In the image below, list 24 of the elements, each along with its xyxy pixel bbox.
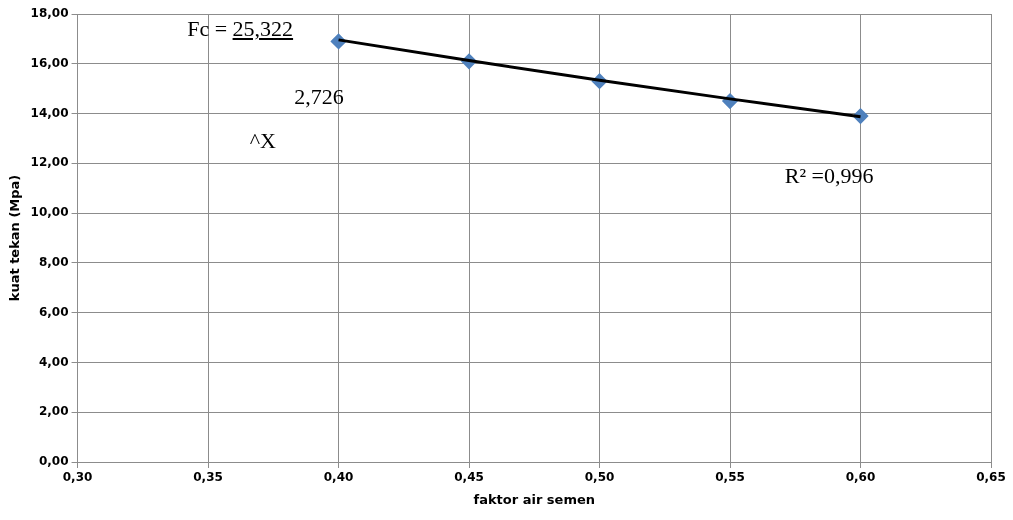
y-tick-label: 0,00 bbox=[38, 454, 69, 469]
annotation: R² =0,996 bbox=[784, 163, 874, 189]
y-tick-label: 10,00 bbox=[30, 205, 69, 220]
x-axis-title: faktor air semen bbox=[473, 491, 596, 507]
x-tick-label: 0,65 bbox=[976, 470, 1006, 485]
y-tick-label: 8,00 bbox=[38, 255, 69, 270]
annotation: ^X bbox=[249, 128, 277, 154]
y-tick-label: 4,00 bbox=[38, 354, 69, 369]
y-axis-title: kuat tekan (Mpa) bbox=[7, 174, 23, 302]
annotation: Fc = 25,322 bbox=[187, 16, 294, 42]
x-tick-label: 0,30 bbox=[62, 470, 93, 485]
y-tick-label: 16,00 bbox=[30, 55, 69, 70]
y-tick-label: 6,00 bbox=[38, 304, 69, 319]
y-tick-label: 18,00 bbox=[30, 6, 69, 21]
x-tick-label: 0,45 bbox=[454, 470, 484, 485]
x-tick-label: 0,50 bbox=[584, 470, 615, 485]
y-tick-label: 14,00 bbox=[30, 105, 69, 120]
x-tick-label: 0,35 bbox=[193, 470, 223, 485]
x-tick-label: 0,55 bbox=[715, 470, 745, 485]
y-tick-label: 2,00 bbox=[38, 404, 69, 419]
annotation: 2,726 bbox=[294, 83, 344, 109]
y-tick-label: 12,00 bbox=[30, 155, 69, 170]
x-tick-label: 0,40 bbox=[323, 470, 354, 485]
x-tick-label: 0,60 bbox=[845, 470, 876, 485]
